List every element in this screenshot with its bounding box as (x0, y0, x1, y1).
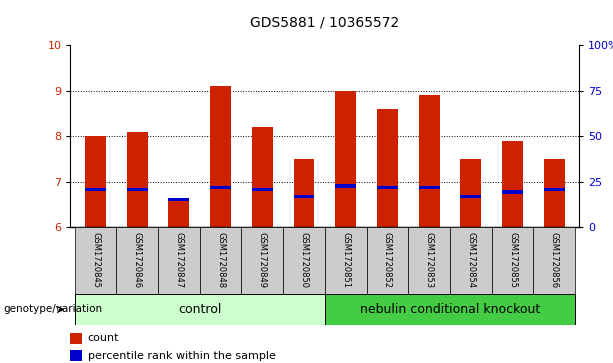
Bar (158, 227, 200, 294)
Bar (210, 186, 231, 189)
Text: GSM1720845: GSM1720845 (91, 232, 100, 289)
Text: GSM1720856: GSM1720856 (550, 232, 559, 289)
Bar (75, 294, 325, 325)
Text: control: control (178, 303, 221, 316)
Text: GSM1720853: GSM1720853 (425, 232, 433, 289)
Bar (544, 188, 565, 191)
Text: GSM1720848: GSM1720848 (216, 232, 225, 289)
Bar (544, 159, 565, 227)
Text: nebulin conditional knockout: nebulin conditional knockout (360, 303, 540, 316)
Bar (377, 109, 398, 227)
Bar (325, 227, 367, 294)
Bar (242, 227, 283, 294)
Bar (169, 200, 189, 227)
Text: GSM1720846: GSM1720846 (133, 232, 142, 289)
Text: genotype/variation: genotype/variation (3, 305, 102, 314)
Text: GSM1720847: GSM1720847 (175, 232, 183, 289)
Bar (460, 195, 481, 198)
Bar (450, 227, 492, 294)
Text: percentile rank within the sample: percentile rank within the sample (88, 351, 275, 361)
Bar (210, 86, 231, 227)
Text: GDS5881 / 10365572: GDS5881 / 10365572 (250, 15, 400, 29)
Bar (169, 198, 189, 201)
Text: count: count (88, 333, 119, 343)
Bar (335, 91, 356, 227)
Bar (75, 227, 116, 294)
Bar (252, 127, 273, 227)
Bar (252, 188, 273, 191)
Bar (377, 186, 398, 189)
Bar (294, 195, 314, 198)
Bar (533, 227, 575, 294)
Bar (200, 227, 242, 294)
Text: GSM1720849: GSM1720849 (258, 232, 267, 289)
Text: GSM1720854: GSM1720854 (466, 232, 475, 289)
Text: GSM1720850: GSM1720850 (300, 232, 308, 289)
Bar (419, 95, 440, 227)
Bar (85, 188, 106, 191)
Bar (127, 188, 148, 191)
Bar (408, 227, 450, 294)
Bar (502, 140, 523, 227)
Text: GSM1720855: GSM1720855 (508, 232, 517, 289)
Bar (492, 227, 533, 294)
Bar (283, 227, 325, 294)
Bar (335, 184, 356, 188)
Bar (502, 190, 523, 193)
Text: GSM1720852: GSM1720852 (383, 232, 392, 289)
Bar (127, 132, 148, 227)
Bar (85, 136, 106, 227)
Bar (294, 159, 314, 227)
Bar (325, 294, 575, 325)
Bar (460, 159, 481, 227)
Text: GSM1720851: GSM1720851 (341, 232, 350, 289)
Bar (116, 227, 158, 294)
Bar (419, 186, 440, 189)
Bar (367, 227, 408, 294)
